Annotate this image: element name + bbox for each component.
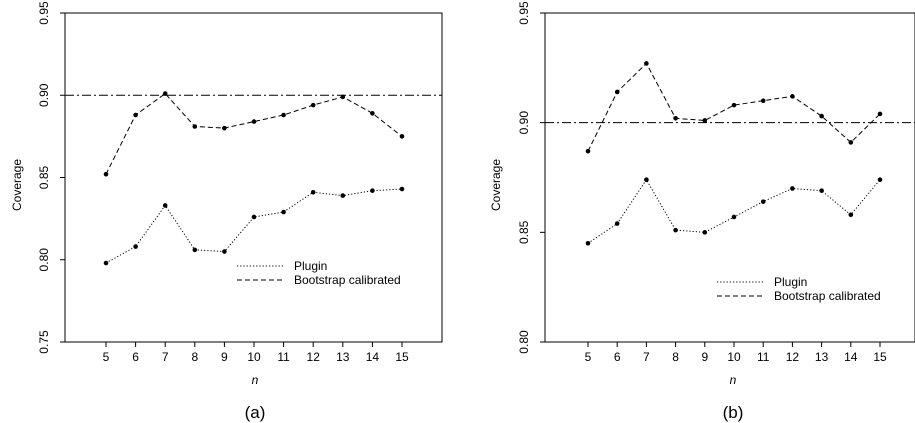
data-point-plugin [103,260,109,266]
data-point-bootstrap-calibrated [644,61,649,66]
x-tick-label: 15 [395,350,409,364]
y-tick-label: 0.95 [37,1,51,25]
data-point-plugin [281,209,286,215]
x-tick-label: 13 [336,350,350,364]
y-tick-label: 0.80 [37,248,51,272]
data-point-bootstrap-calibrated [585,148,591,154]
x-tick-label: 8 [672,350,679,364]
y-tick-label: 0.90 [37,83,51,107]
chart-marks: 5 6 7 8 9 10 11 12 13 14 15 0.80 0.85 0.90 0.95 [517,1,915,364]
data-point-bootstrap-calibrated [702,118,708,123]
data-point-plugin [848,212,854,218]
y-tick-label: 0.95 [517,1,531,25]
data-point-bootstrap-calibrated [731,102,737,108]
data-point-plugin [222,249,227,254]
legend-label-plugin: Plugin [294,259,327,273]
data-point-bootstrap-calibrated [162,91,168,96]
x-tick-label: 7 [162,350,169,364]
chart-panel-a: Coverage n (a) 5 6 7 8 9 10 11 12 13 14 15 0.75 0.80… [10,1,443,422]
data-point-plugin [731,214,737,220]
panel-caption: (b) [723,403,744,422]
x-tick-label: 5 [585,350,592,364]
panel-caption: (a) [245,403,266,422]
data-point-bootstrap-calibrated [103,171,109,177]
data-point-bootstrap-calibrated [133,112,138,118]
data-point-bootstrap-calibrated [877,111,883,117]
x-tick-label: 9 [701,350,708,364]
x-tick-label: 7 [643,350,650,364]
x-tick-label: 15 [873,350,887,364]
data-point-plugin [340,193,346,198]
x-axis-label: n [252,373,259,387]
data-point-plugin [614,221,620,226]
x-tick-label: 6 [132,350,139,364]
data-point-plugin [251,214,257,220]
legend: Plugin Bootstrap calibrated [717,275,881,303]
x-tick-label: 11 [757,350,770,364]
data-point-plugin [877,177,883,182]
data-point-plugin [399,186,405,192]
y-tick-label: 0.75 [37,330,51,354]
x-tick-label: 12 [307,350,321,364]
plot-area-frame [64,12,443,343]
data-point-bootstrap-calibrated [819,113,824,119]
series-line-bootstrap-calibrated [105,92,403,175]
x-tick-label: 14 [844,350,858,364]
x-tick-label: 10 [727,350,741,364]
data-point-bootstrap-calibrated [790,94,795,99]
data-point-bootstrap-calibrated [399,134,405,139]
data-point-plugin [644,177,649,182]
x-tick-label: 13 [815,350,829,364]
data-point-bootstrap-calibrated [370,111,375,116]
series-line-bootstrap-calibrated [587,62,881,152]
data-point-plugin [585,241,591,246]
data-point-bootstrap-calibrated [222,125,227,131]
data-point-bootstrap-calibrated [251,119,257,124]
data-point-bootstrap-calibrated [760,98,766,104]
chart-marks: 5 6 7 8 9 10 11 12 13 14 15 0.75 0.80 0.85 0.90 0.95 [37,1,442,364]
data-point-plugin [760,199,766,204]
data-point-plugin [702,230,708,235]
x-tick-label: 11 [277,350,290,364]
y-axis-label: Coverage [10,159,24,211]
x-tick-label: 10 [247,350,261,364]
x-axis-label: n [730,373,737,387]
y-tick-label: 0.80 [517,330,531,354]
data-point-plugin [673,227,678,233]
y-axis-label: Coverage [489,159,503,211]
data-point-bootstrap-calibrated [340,94,346,100]
y-tick-label: 0.85 [37,165,51,189]
data-point-plugin [790,186,795,191]
x-tick-label: 14 [366,350,380,364]
data-point-bootstrap-calibrated [848,140,854,145]
data-point-plugin [819,188,824,193]
x-tick-label: 8 [191,350,198,364]
data-point-plugin [310,190,316,195]
data-point-plugin [192,247,198,253]
data-point-bootstrap-calibrated [281,112,286,118]
x-tick-label: 5 [103,350,110,364]
chart-panel-b: Coverage n (b) 5 6 7 8 9 10 11 12 13 14 15 0.80 0.85… [489,1,915,422]
x-tick-label: 6 [614,350,621,364]
data-point-plugin [133,244,138,249]
x-tick-label: 9 [221,350,228,364]
series-line-plugin [587,178,881,244]
data-point-bootstrap-calibrated [673,115,678,121]
series-line-plugin [105,188,403,264]
y-tick-label: 0.85 [517,220,531,244]
data-point-bootstrap-calibrated [614,89,620,95]
legend-label-bootstrap: Bootstrap calibrated [774,289,881,303]
data-point-plugin [370,188,375,193]
data-point-plugin [162,203,168,208]
legend-label-bootstrap: Bootstrap calibrated [294,273,401,287]
data-point-bootstrap-calibrated [310,102,316,108]
legend-label-plugin: Plugin [774,275,807,289]
y-tick-label: 0.90 [517,111,531,135]
x-tick-label: 12 [786,350,800,364]
legend: Plugin Bootstrap calibrated [237,259,401,287]
data-point-bootstrap-calibrated [192,124,198,129]
